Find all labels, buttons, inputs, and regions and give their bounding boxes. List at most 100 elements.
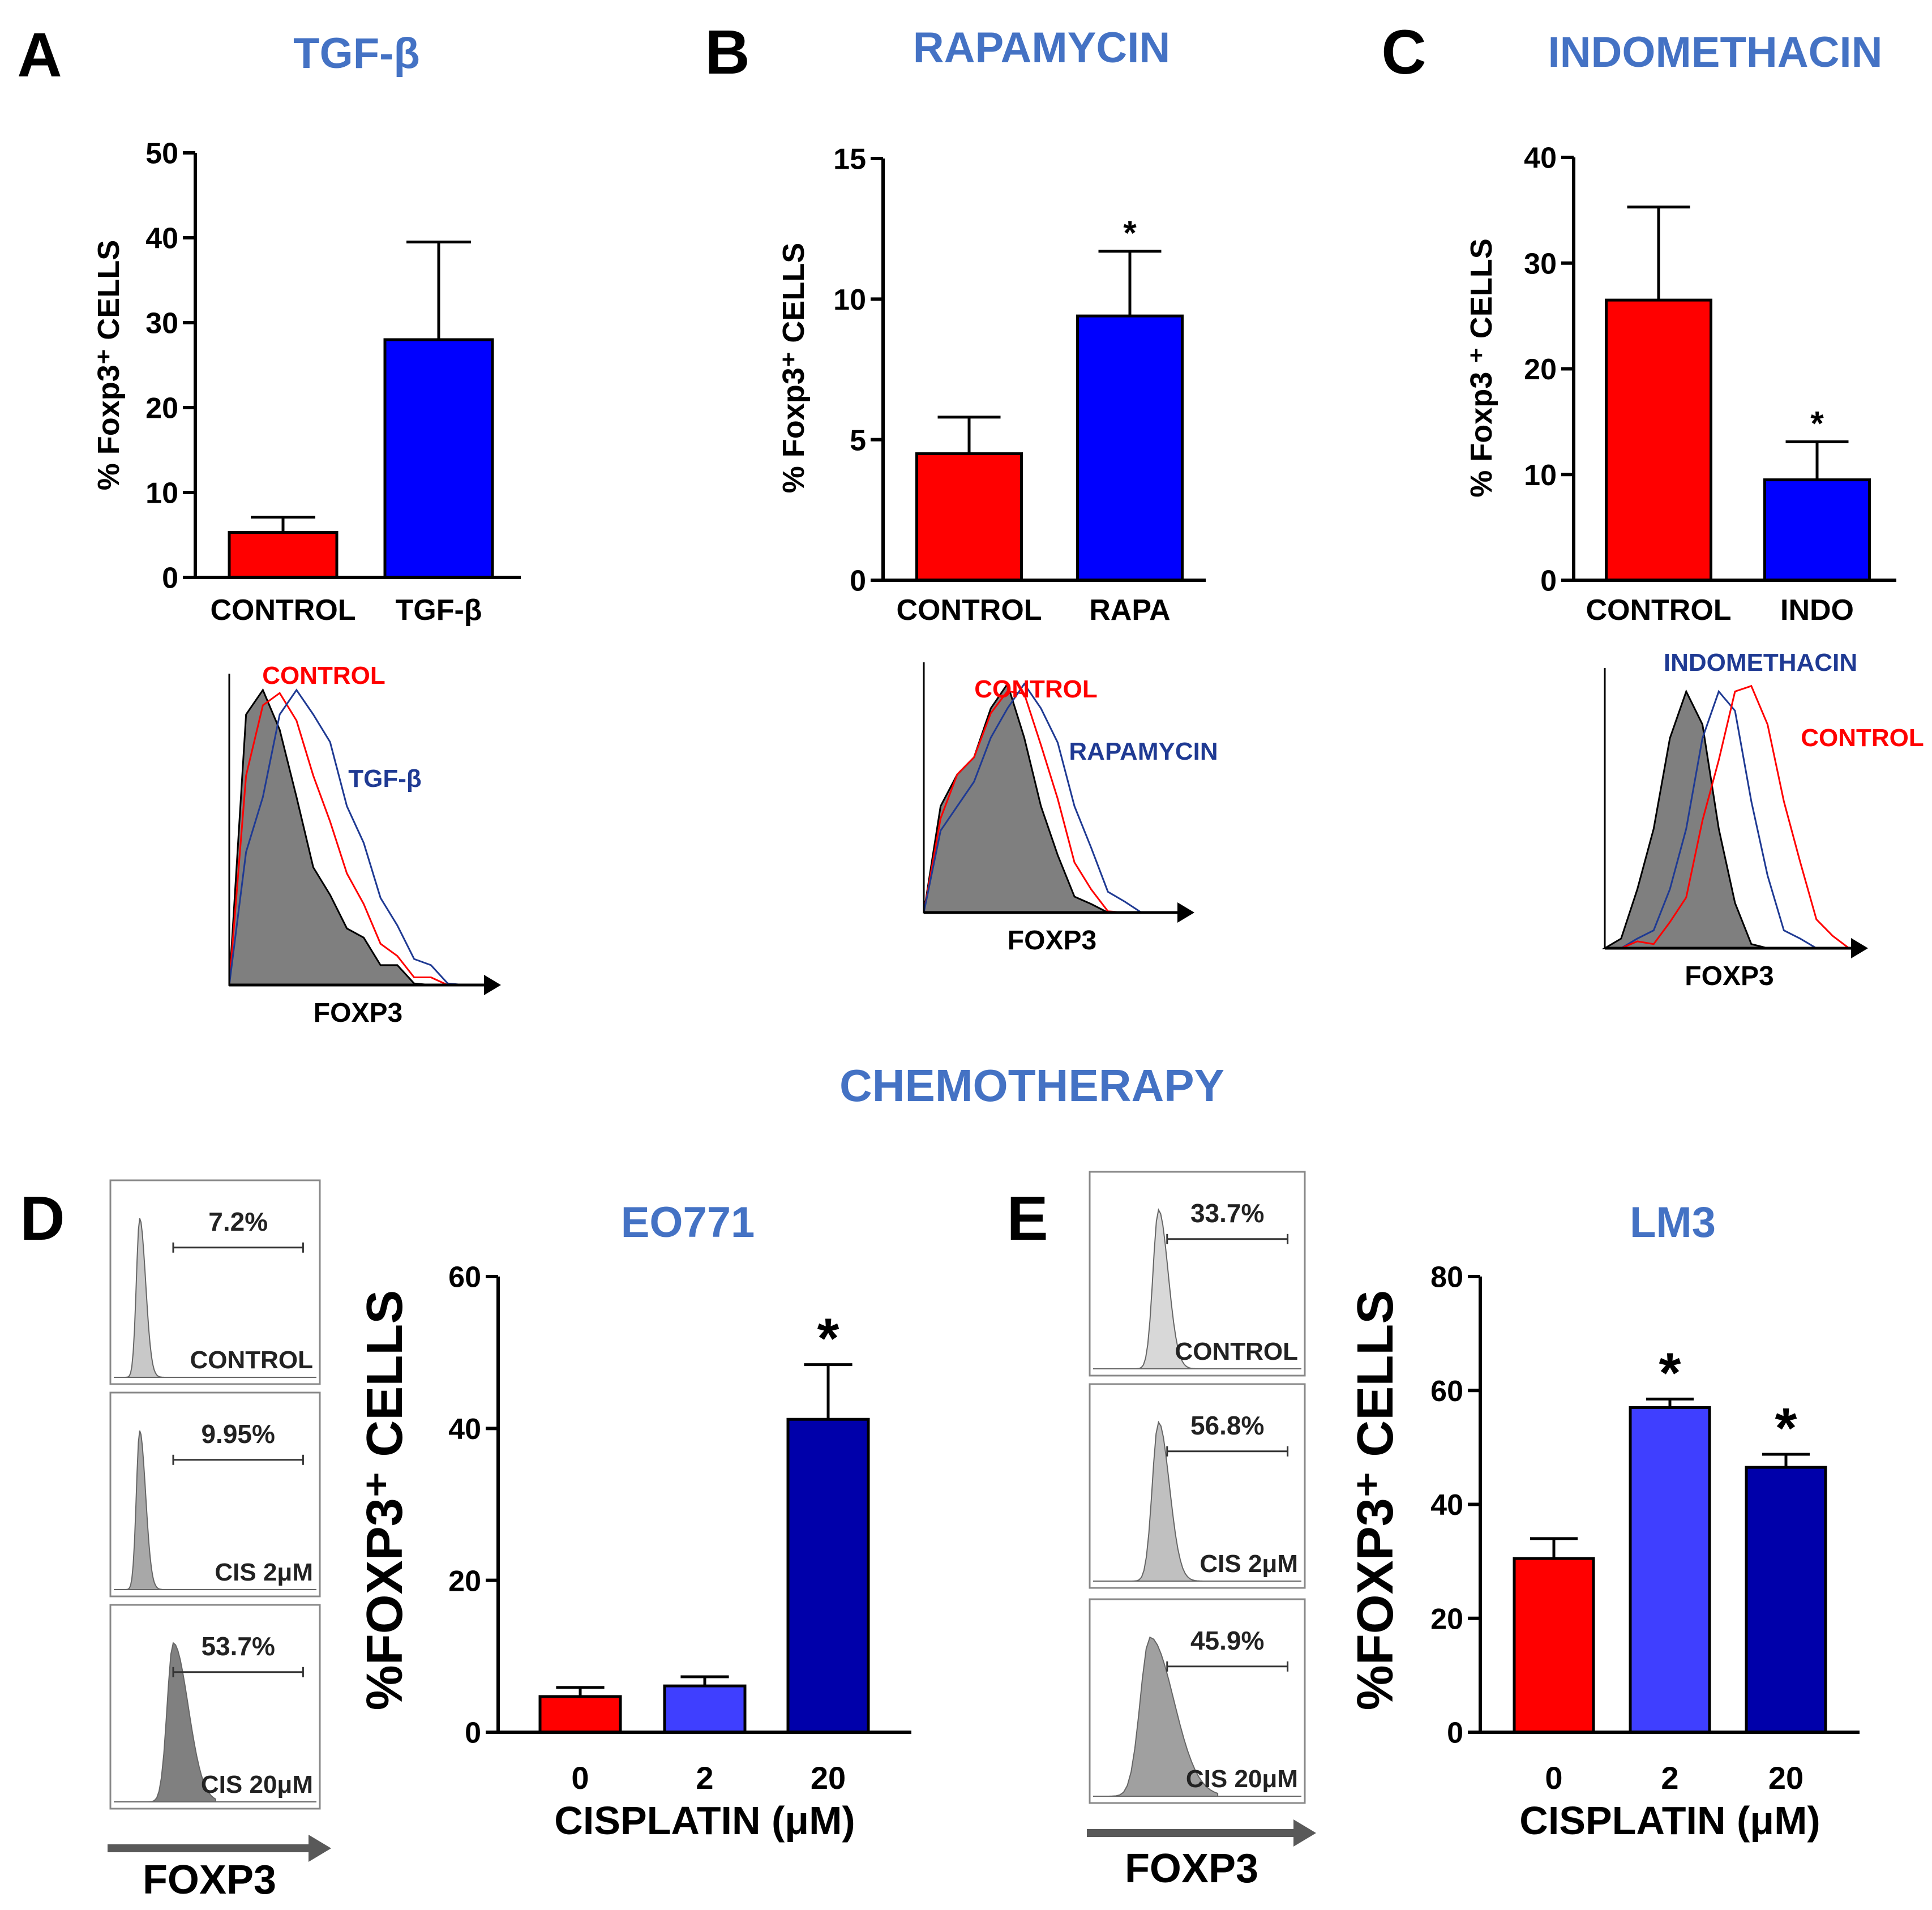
y-tick-label: 10 xyxy=(145,477,178,510)
gated-histograms: 7.2% CONTROL 9.95% CIS 2μM 53.7% CIS 20μM FOXP… xyxy=(108,1171,1316,1903)
panel-letter: A xyxy=(17,20,62,90)
arrow-head-icon xyxy=(1293,1819,1316,1847)
gate-percent: 56.8% xyxy=(1190,1411,1264,1440)
y-tick-label: 0 xyxy=(1540,565,1557,598)
gate-box: 45.9% CIS 20μM xyxy=(1089,1598,1306,1804)
significance-star: * xyxy=(1659,1341,1681,1404)
panel-letter: E xyxy=(1006,1184,1048,1253)
chart-panel-c: C INDOMETHACIN % Foxp3 ⁺ CELLS CONTROL * INDO… xyxy=(1381,18,1896,627)
chart-title: TGF-β xyxy=(293,29,420,78)
y-axis-label: %FOXP3⁺ CELLS xyxy=(1347,1290,1404,1711)
x-tick-label: TGF-β xyxy=(395,594,482,627)
histogram-legend-label: CONTROL xyxy=(974,675,1098,703)
chemotherapy-title: CHEMOTHERAPY xyxy=(839,1060,1224,1111)
gate-histogram-peak xyxy=(1104,1636,1219,1797)
histogram-legend-label: RAPAMYCIN xyxy=(1069,738,1218,765)
gate-percent: 45.9% xyxy=(1190,1626,1264,1655)
y-tick-label: 0 xyxy=(465,1717,481,1750)
bar-b-1 xyxy=(1076,314,1184,582)
x-tick-label: 20 xyxy=(811,1760,846,1796)
y-tick-label: 0 xyxy=(162,562,178,595)
gate-box: 33.7% CONTROL xyxy=(1089,1171,1306,1377)
chart-title: RAPAMYCIN xyxy=(913,24,1171,72)
panel-letter: D xyxy=(20,1184,65,1253)
flow-histograms: FOXP3CONTROLTGF-βFOXP3CONTROLRAPAMYCINFO… xyxy=(228,649,1924,1028)
x-tick-label: 0 xyxy=(1545,1760,1562,1796)
significance-star: * xyxy=(1775,1397,1797,1460)
gate-histogram-peak xyxy=(1129,1420,1203,1582)
x-tick-label: CONTROL xyxy=(896,594,1042,627)
bar-e-1 xyxy=(1629,1406,1711,1734)
y-tick-label: 40 xyxy=(448,1413,481,1446)
histogram-legend-label: CONTROL xyxy=(262,662,385,690)
histogram-curve-2 xyxy=(1605,684,1865,949)
y-tick-label: 40 xyxy=(1430,1489,1463,1522)
gate-frame xyxy=(1089,1171,1306,1377)
gate-percent: 9.95% xyxy=(201,1419,275,1449)
gate-histogram-peak xyxy=(145,1642,216,1802)
y-tick-label: 10 xyxy=(1524,459,1557,492)
gate-percent: 53.7% xyxy=(201,1631,275,1661)
y-tick-label: 30 xyxy=(145,307,178,340)
y-axis-label: % Foxp3⁺ CELLS xyxy=(92,240,126,491)
x-tick-label: 0 xyxy=(571,1760,589,1796)
bar-c-1 xyxy=(1763,478,1871,582)
gate-box: 56.8% CIS 2μM xyxy=(1089,1383,1306,1589)
gate-percent: 7.2% xyxy=(208,1207,268,1236)
bar-e-0 xyxy=(1513,1557,1595,1734)
gate-histogram-peak xyxy=(1133,1208,1198,1369)
y-tick-label: 20 xyxy=(1524,353,1557,386)
bar-b-0 xyxy=(915,452,1023,582)
y-tick-label: 30 xyxy=(1524,247,1557,280)
y-axis-label: % Foxp3 ⁺ CELLS xyxy=(1464,238,1498,498)
y-tick-label: 5 xyxy=(850,424,866,457)
histogram-a: FOXP3 CONTROL TGF-β xyxy=(228,662,501,1028)
gate-frame xyxy=(1089,1383,1306,1589)
significance-star: * xyxy=(1810,404,1824,442)
y-tick-label: 20 xyxy=(1430,1603,1463,1635)
y-tick-label: 40 xyxy=(145,222,178,255)
gate-histogram-peak xyxy=(124,1430,164,1590)
x-tick-label: 2 xyxy=(696,1760,713,1796)
gate-box: 7.2% CONTROL xyxy=(109,1179,321,1385)
gate-panel-d: 7.2% CONTROL 9.95% CIS 2μM 53.7% CIS 20μM FOXP… xyxy=(108,1179,331,1903)
x-tick-label: 20 xyxy=(1768,1760,1804,1796)
y-tick-label: 0 xyxy=(1447,1717,1463,1750)
y-tick-label: 20 xyxy=(145,392,178,425)
y-tick-label: 20 xyxy=(448,1565,481,1598)
y-tick-label: 60 xyxy=(448,1261,481,1294)
bar-d-0 xyxy=(538,1695,622,1734)
chart-panel-a: A TGF-β % Foxp3⁺ CELLS CONTROL TGF-β 0 10 20 30 4… xyxy=(17,20,521,627)
x-tick-label: CONTROL xyxy=(210,594,355,627)
x-tick-label: CONTROL xyxy=(1586,594,1731,627)
bar-a-0 xyxy=(228,531,339,579)
gate-label: CIS 2μM xyxy=(215,1558,313,1586)
x-axis-label: CISPLATIN (μM) xyxy=(1519,1798,1820,1843)
gate-panel-e: 33.7% CONTROL 56.8% CIS 2μM 45.9% CIS 20μM FOX… xyxy=(1087,1171,1316,1891)
y-axis-label: % Foxp3⁺ CELLS xyxy=(777,243,811,494)
chart-title: LM3 xyxy=(1630,1198,1716,1247)
y-tick-label: 80 xyxy=(1430,1261,1463,1294)
chart-title: EO771 xyxy=(621,1198,755,1247)
arrow-head-icon xyxy=(309,1835,331,1862)
x-axis-label: CISPLATIN (μM) xyxy=(554,1798,855,1843)
panel-letter: C xyxy=(1381,18,1426,87)
significance-star: * xyxy=(1123,214,1137,252)
gate-xlabel: FOXP3 xyxy=(143,1857,276,1903)
y-tick-label: 40 xyxy=(1524,142,1557,175)
gate-histogram-peak xyxy=(124,1218,164,1378)
histogram-xlabel: FOXP3 xyxy=(1008,926,1096,956)
x-tick-label: INDO xyxy=(1780,594,1854,627)
gate-xlabel: FOXP3 xyxy=(1125,1846,1258,1891)
isotype-histogram xyxy=(228,688,498,986)
bar-e-2 xyxy=(1745,1466,1827,1734)
gate-label: CIS 20μM xyxy=(1186,1765,1298,1793)
gate-box: 9.95% CIS 2μM xyxy=(109,1391,321,1598)
chart-title: INDOMETHACIN xyxy=(1548,28,1882,76)
significance-star: * xyxy=(817,1307,839,1371)
bar-d-1 xyxy=(663,1684,747,1734)
gate-frame xyxy=(1089,1598,1306,1804)
